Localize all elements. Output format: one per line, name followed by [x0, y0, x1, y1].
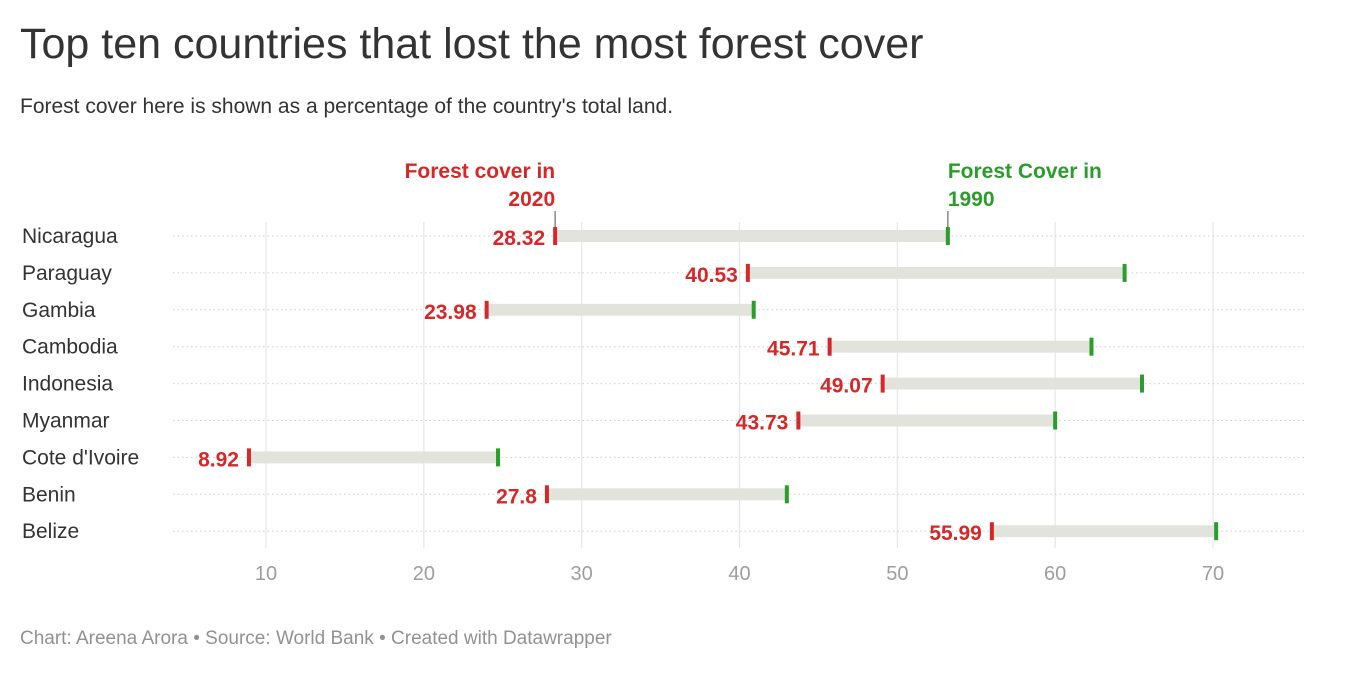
marker-1990 — [496, 448, 501, 467]
legend-annotation-1990: Forest Cover in 1990 — [948, 160, 1102, 211]
value-label-2020: 23.98 — [424, 301, 477, 324]
marker-2020 — [796, 411, 801, 430]
value-label-2020: 45.71 — [767, 338, 820, 361]
marker-2020 — [827, 337, 832, 356]
tool-credit: Created with Datawrapper — [391, 628, 612, 649]
range-bar — [248, 451, 499, 464]
x-tick-label: 60 — [1044, 563, 1066, 585]
x-tick-label: 70 — [1202, 563, 1224, 585]
category-label: Benin — [22, 483, 76, 506]
category-label: Myanmar — [22, 410, 110, 433]
x-tick-label: 10 — [255, 563, 277, 585]
value-label-2020: 43.73 — [736, 412, 789, 435]
marker-2020 — [246, 448, 251, 467]
category-label: Cote d'Ivoire — [22, 446, 139, 469]
chart-subtitle: Forest cover here is shown as a percenta… — [20, 95, 674, 118]
category-label: Belize — [22, 520, 79, 543]
marker-2020 — [544, 485, 549, 504]
range-bar — [546, 488, 787, 501]
x-tick-label: 50 — [886, 563, 908, 585]
category-label: Nicaragua — [22, 225, 118, 248]
category-label: Gambia — [22, 299, 96, 322]
marker-2020 — [484, 300, 489, 319]
marker-1990 — [751, 300, 756, 319]
range-bar — [882, 377, 1142, 390]
value-label-2020: 27.8 — [496, 485, 537, 508]
range-bar — [798, 414, 1056, 427]
footer-separator: • — [193, 628, 200, 649]
marker-1990 — [945, 227, 950, 245]
category-label: Paraguay — [22, 262, 112, 285]
range-bar — [747, 266, 1125, 279]
chart-title: Top ten countries that lost the most for… — [20, 20, 924, 68]
marker-2020 — [745, 263, 750, 282]
source-name: World Bank — [275, 628, 374, 649]
marker-2020 — [880, 374, 885, 393]
marker-2020 — [989, 522, 994, 541]
category-label: Indonesia — [22, 373, 113, 396]
marker-1990 — [784, 485, 789, 504]
credit-label: Chart: — [20, 628, 72, 649]
range-bar — [991, 525, 1217, 538]
value-label-2020: 28.32 — [493, 227, 546, 250]
marker-1990 — [1122, 263, 1127, 282]
footer-separator: • — [379, 628, 386, 649]
credit-author: Areena Arora — [75, 628, 188, 649]
category-label: Cambodia — [22, 336, 118, 359]
range-bar — [555, 230, 948, 242]
marker-2020 — [553, 227, 558, 245]
x-tick-label: 40 — [728, 563, 750, 585]
marker-1990 — [1089, 337, 1094, 356]
value-label-2020: 40.53 — [685, 264, 738, 287]
legend-annotation-2020: Forest cover in 2020 — [405, 160, 556, 211]
x-tick-label: 20 — [413, 563, 435, 585]
x-tick-label: 30 — [571, 563, 593, 585]
marker-1990 — [1139, 374, 1144, 393]
value-label-2020: 49.07 — [820, 375, 873, 398]
range-bar — [829, 340, 1092, 353]
marker-1990 — [1053, 411, 1058, 430]
range-bar — [486, 303, 754, 316]
marker-1990 — [1214, 522, 1219, 541]
chart-footer: Chart: Areena Arora • Source: World Bank… — [20, 628, 612, 650]
source-label: Source: — [205, 628, 271, 649]
value-label-2020: 8.92 — [198, 448, 239, 471]
value-label-2020: 55.99 — [929, 522, 982, 545]
